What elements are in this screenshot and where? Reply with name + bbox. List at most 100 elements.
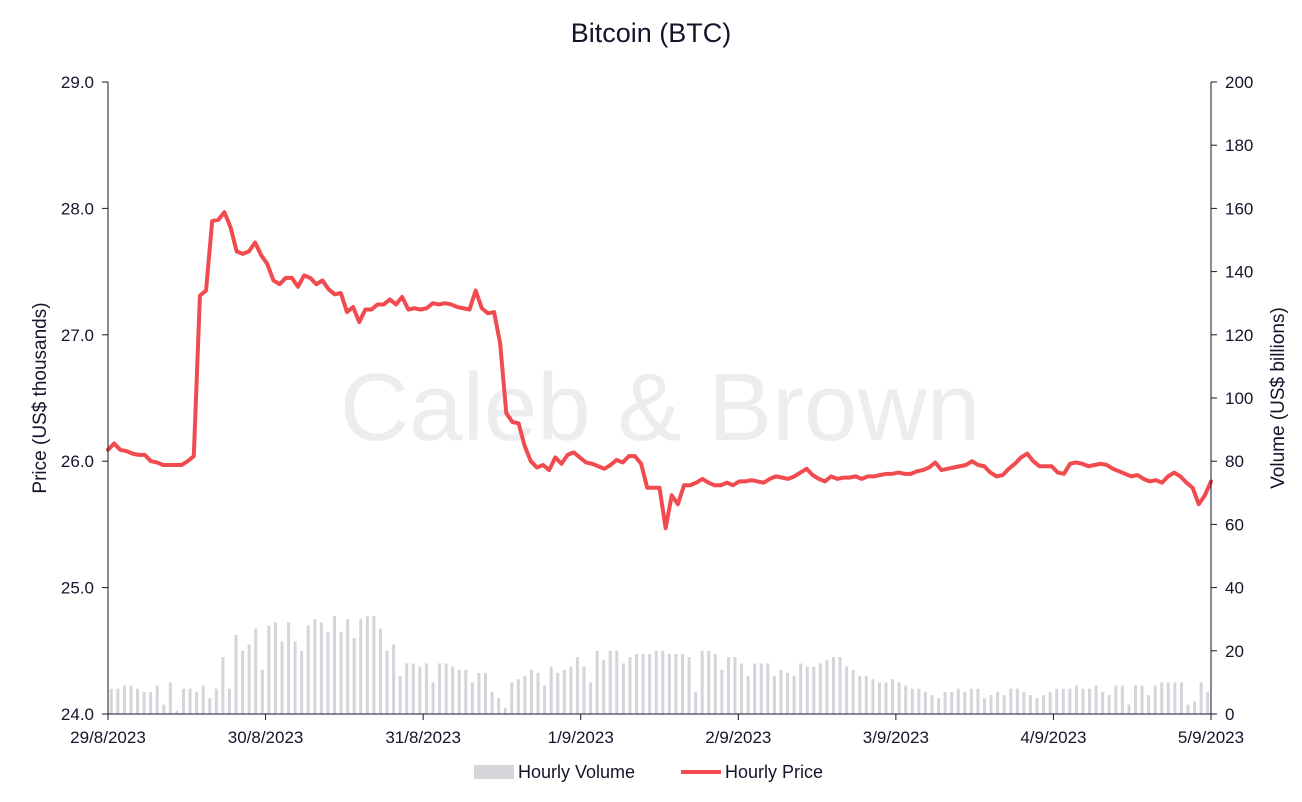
volume-bar — [254, 628, 258, 714]
volume-bar — [818, 663, 822, 714]
volume-bar — [1068, 688, 1072, 714]
volume-bar — [162, 704, 166, 714]
volume-bar — [556, 672, 560, 714]
volume-bar — [543, 685, 547, 714]
volume-bar — [1127, 704, 1131, 714]
volume-bar — [247, 644, 251, 714]
volume-bar — [621, 663, 625, 714]
volume-bar — [424, 663, 428, 714]
volume-bar — [766, 663, 770, 714]
volume-bar — [838, 657, 842, 714]
volume-bar — [877, 682, 881, 714]
volume-bar — [536, 672, 540, 714]
volume-bar — [392, 644, 396, 714]
volume-bar — [864, 676, 868, 714]
x-tick-label: 1/9/2023 — [548, 728, 614, 747]
volume-bar — [398, 676, 402, 714]
volume-bar — [1088, 688, 1092, 714]
volume-bar — [582, 666, 586, 714]
volume-bar — [149, 691, 153, 714]
volume-bar — [306, 625, 310, 714]
volume-bar — [300, 650, 304, 714]
volume-bar — [923, 691, 927, 714]
y-tick-label: 26.0 — [61, 452, 94, 471]
volume-bar — [733, 657, 737, 714]
volume-bar — [1028, 695, 1032, 714]
watermark: Caleb & Brown — [340, 354, 980, 461]
volume-bar — [346, 619, 350, 714]
volume-bar — [241, 650, 245, 714]
volume-bar — [510, 682, 514, 714]
volume-bar — [845, 666, 849, 714]
y-tick-label: 29.0 — [61, 73, 94, 92]
volume-bar — [930, 695, 934, 714]
volume-bar — [720, 669, 724, 714]
volume-bar — [910, 688, 914, 714]
x-tick-label: 31/8/2023 — [385, 728, 461, 747]
volume-bar — [635, 653, 639, 714]
volume-bar — [884, 682, 888, 714]
volume-bar — [615, 650, 619, 714]
volume-bar — [1206, 691, 1210, 714]
volume-bar — [1153, 685, 1157, 714]
y2-tick-label: 40 — [1225, 579, 1244, 598]
volume-bar — [982, 698, 986, 714]
volume-bar — [155, 685, 159, 714]
volume-bar — [1035, 698, 1039, 714]
volume-bar — [1140, 685, 1144, 714]
volume-bar — [208, 698, 212, 714]
volume-bar — [293, 641, 297, 714]
volume-bar — [1114, 685, 1118, 714]
volume-bar — [575, 657, 579, 714]
y2-tick-label: 140 — [1225, 263, 1253, 282]
legend-volume-swatch — [474, 765, 514, 779]
x-tick-label: 5/9/2023 — [1178, 728, 1244, 747]
volume-bar — [628, 657, 632, 714]
volume-bar — [227, 688, 231, 714]
volume-bar — [1094, 685, 1098, 714]
volume-bar — [109, 688, 113, 714]
y2-tick-label: 100 — [1225, 389, 1253, 408]
volume-bar — [786, 672, 790, 714]
x-tick-label: 4/9/2023 — [1020, 728, 1086, 747]
volume-bar — [129, 685, 133, 714]
volume-bar — [707, 650, 711, 714]
volume-bar — [1042, 695, 1046, 714]
volume-bar — [438, 663, 442, 714]
volume-bar — [477, 672, 481, 714]
x-tick-label: 30/8/2023 — [228, 728, 304, 747]
volume-bar — [562, 669, 566, 714]
volume-bar — [871, 679, 875, 714]
x-tick-label: 2/9/2023 — [705, 728, 771, 747]
volume-bar — [759, 663, 763, 714]
volume-bar — [175, 710, 179, 714]
volume-bar — [648, 653, 652, 714]
volume-bar — [608, 650, 612, 714]
y2-tick-label: 120 — [1225, 326, 1253, 345]
volume-bar — [523, 676, 527, 714]
volume-bar — [1134, 685, 1137, 714]
volume-bar — [602, 660, 606, 714]
volume-bar — [457, 669, 461, 714]
y2-tick-label: 160 — [1225, 199, 1253, 218]
price-line — [106, 210, 1213, 531]
volume-bar — [799, 663, 803, 714]
volume-bar — [188, 688, 192, 714]
left-axis-ticks: 24.0 25.0 26.0 27.0 28.0 29.0 — [61, 73, 108, 724]
volume-bar — [490, 691, 494, 714]
y-tick-label: 25.0 — [61, 579, 94, 598]
volume-bar — [589, 682, 593, 714]
volume-bar — [260, 669, 264, 714]
volume-bar — [470, 682, 474, 714]
volume-bar — [182, 688, 185, 714]
volume-bar — [694, 691, 698, 714]
right-axis-ticks: 0 20 40 60 80 100 120 140 160 180 200 — [1211, 73, 1253, 724]
volume-bar — [595, 650, 599, 714]
volume-bar — [451, 666, 455, 714]
volume-bar — [503, 707, 507, 714]
volume-bar — [713, 653, 717, 714]
volume-bar — [851, 669, 855, 714]
volume-bar — [753, 663, 757, 714]
legend-volume-label: Hourly Volume — [518, 762, 635, 782]
